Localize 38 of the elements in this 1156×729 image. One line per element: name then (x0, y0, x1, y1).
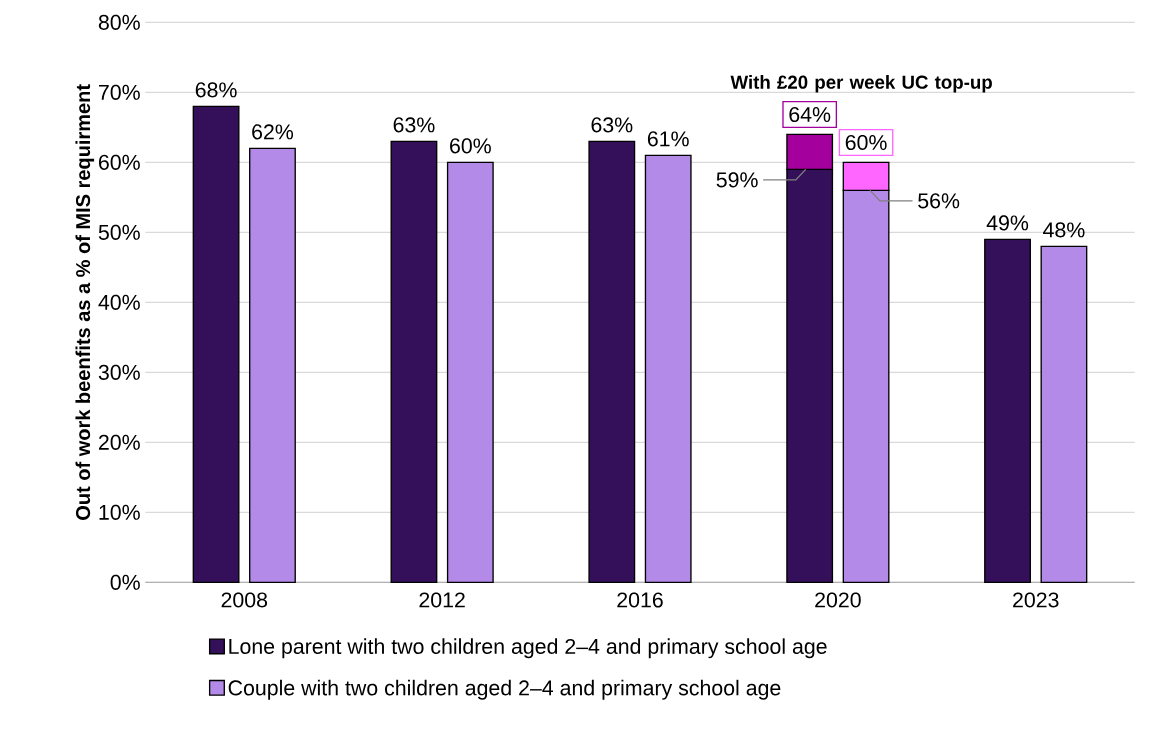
bar (1040, 245, 1088, 583)
legend-label: Lone parent with two children aged 2–4 and primary school age (229, 638, 827, 659)
data-label: 48% (1043, 222, 1085, 238)
bar (984, 238, 1031, 583)
x-tick-label: 2023 (1013, 592, 1059, 608)
data-label: 59% (716, 172, 758, 188)
data-label: 60% (450, 138, 491, 154)
data-label: 63% (591, 117, 633, 133)
data-label: 60% (845, 134, 887, 151)
y-tick-label: 30% (98, 364, 140, 380)
y-tick-label: 60% (99, 154, 140, 170)
legend-label: Couple with two children aged 2–4 and primary school age (228, 679, 781, 700)
x-tick-label: 2012 (419, 592, 465, 608)
bar (446, 161, 494, 583)
y-tick-label: 0% (110, 574, 140, 590)
y-axis-title: Out of work beenfits as a % of MIS requirment (75, 84, 95, 520)
y-tick-label: 20% (98, 434, 140, 450)
y-tick-label: 10% (99, 504, 140, 520)
y-tick-label: 40% (98, 294, 140, 310)
x-tick-label: 2008 (221, 592, 268, 608)
data-label: 68% (195, 82, 237, 98)
data-label: 61% (647, 131, 689, 147)
data-label: 64% (789, 106, 831, 123)
data-label: 62% (252, 124, 294, 140)
data-label: 49% (986, 215, 1029, 231)
bar (644, 154, 692, 583)
y-tick-label: 50% (98, 224, 140, 240)
data-label: 56% (918, 193, 960, 209)
data-label: 63% (393, 117, 435, 133)
bar (588, 140, 636, 583)
annotation: With £20 per week UC top-up (730, 75, 992, 93)
bar (390, 140, 438, 583)
bar (192, 105, 240, 583)
x-tick-label: 2016 (617, 592, 663, 608)
x-tick-label: 2020 (815, 592, 861, 608)
bar (249, 147, 296, 583)
y-tick-label: 80% (98, 14, 140, 30)
y-tick-label: 70% (99, 84, 140, 100)
